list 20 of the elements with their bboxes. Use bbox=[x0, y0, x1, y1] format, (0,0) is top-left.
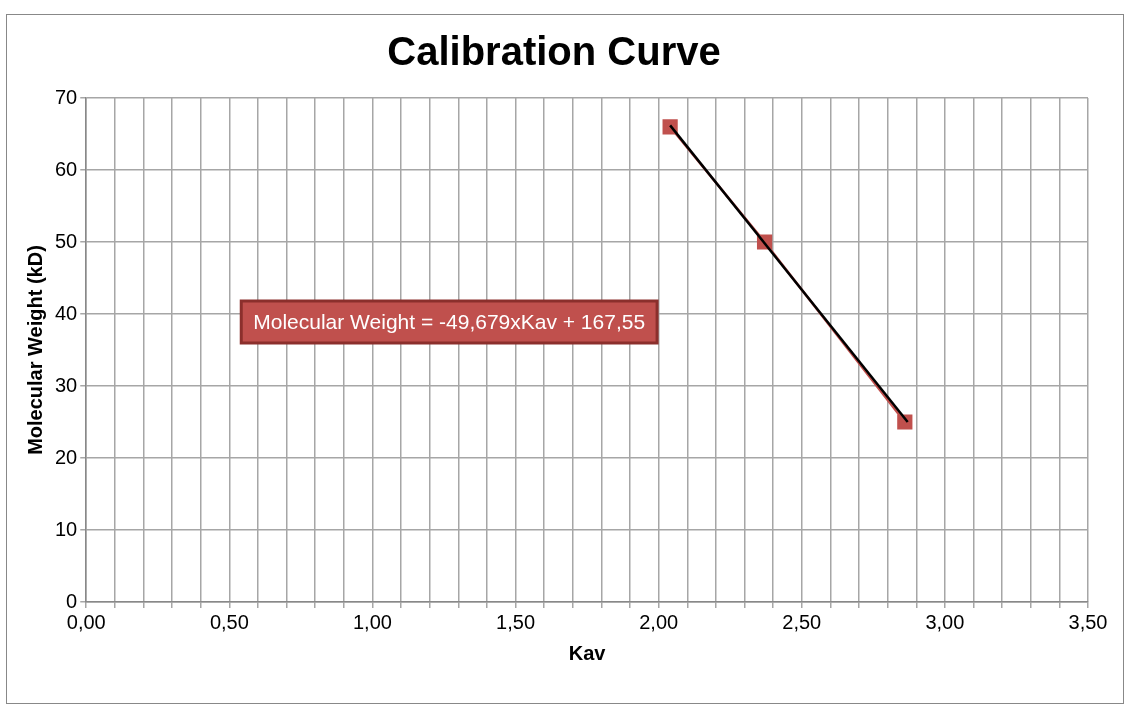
y-tick-label: 60 bbox=[55, 157, 78, 180]
y-tick-label: 30 bbox=[55, 373, 78, 396]
x-tick-label: 0,00 bbox=[66, 610, 106, 633]
y-tick-label: 40 bbox=[55, 301, 78, 324]
x-tick-label: 0,50 bbox=[209, 610, 249, 633]
y-tick-label: 20 bbox=[55, 445, 78, 468]
x-tick-label: 1,50 bbox=[496, 610, 536, 633]
y-tick-label: 70 bbox=[55, 85, 78, 108]
x-tick-label: 2,50 bbox=[782, 610, 822, 633]
x-tick-label: 3,00 bbox=[925, 610, 965, 633]
x-tick-label: 1,00 bbox=[352, 610, 392, 633]
y-tick-label: 50 bbox=[55, 229, 78, 252]
chart-title: Calibration Curve bbox=[387, 29, 721, 74]
annotation: Molecular Weight = -49,679xKav + 167,55 bbox=[253, 309, 646, 333]
x-axis-title: Kav bbox=[568, 641, 607, 664]
x-tick-label: 3,50 bbox=[1068, 610, 1108, 633]
y-tick-label: 10 bbox=[55, 517, 78, 540]
y-axis-title: Molecular Weight (kD) bbox=[23, 245, 46, 455]
x-tick-label: 2,00 bbox=[639, 610, 679, 633]
y-tick-label: 0 bbox=[66, 589, 78, 612]
